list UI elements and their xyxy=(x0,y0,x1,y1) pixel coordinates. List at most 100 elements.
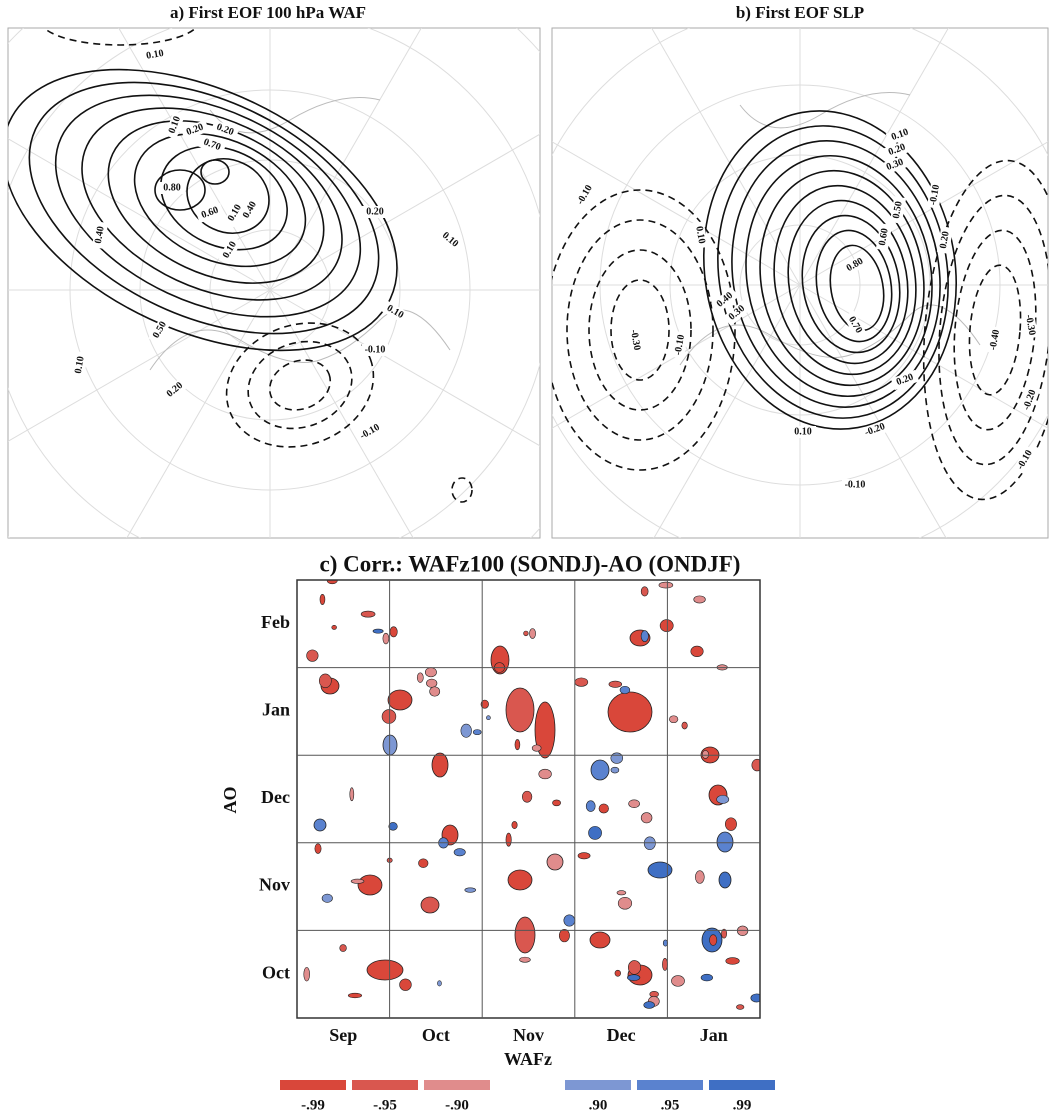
contour-label-bg xyxy=(936,226,954,254)
contour-line xyxy=(8,68,398,352)
contour-label-bg xyxy=(840,253,870,277)
legend-label: -.90 xyxy=(445,1097,469,1113)
meridian xyxy=(126,289,271,538)
x-axis-label: WAFz xyxy=(504,1049,552,1069)
correlation-blob xyxy=(426,678,438,688)
correlation-blob xyxy=(381,709,397,724)
contour-label: 0.10 xyxy=(693,225,707,244)
correlation-blob xyxy=(511,821,518,829)
contour-line xyxy=(773,184,917,376)
correlation-blob xyxy=(429,686,441,697)
x-tick-label: Oct xyxy=(422,1025,450,1045)
y-tick-label: Dec xyxy=(261,787,290,807)
correlation-blob xyxy=(662,957,668,971)
contour-label-bg xyxy=(926,181,944,209)
contour-line xyxy=(107,120,325,284)
contour-label: 0.10 xyxy=(73,355,87,374)
contour-line xyxy=(759,169,925,387)
correlation-blob xyxy=(514,916,536,954)
correlation-blob xyxy=(321,893,333,903)
correlation-blob xyxy=(552,799,561,807)
contour-line xyxy=(610,279,670,381)
contour-line xyxy=(200,159,230,185)
contour-line xyxy=(745,154,933,398)
meridian xyxy=(269,133,540,291)
correlation-blob xyxy=(709,934,718,946)
correlation-blob xyxy=(590,759,610,781)
correlation-blob xyxy=(643,1001,655,1009)
legend-swatch xyxy=(424,1080,490,1090)
correlation-blob xyxy=(614,969,621,977)
correlation-blob xyxy=(701,750,709,759)
contour-line xyxy=(703,110,957,430)
contour-label-bg xyxy=(671,331,689,359)
contour-line xyxy=(160,145,288,251)
correlation-blob xyxy=(640,586,649,597)
correlation-blob xyxy=(588,826,602,840)
correlation-blob xyxy=(647,861,673,879)
legend-swatch xyxy=(352,1080,418,1090)
correlation-blob xyxy=(640,812,653,824)
blobs xyxy=(303,580,760,1010)
correlation-blob xyxy=(507,869,533,891)
contour-label-bg xyxy=(210,119,240,141)
correlation-blob xyxy=(736,1004,745,1010)
panel-title: c) Corr.: WAFz100 (SONDJ)-AO (ONDJF) xyxy=(320,551,741,576)
correlation-blob xyxy=(721,928,727,939)
y-axis-label: AO xyxy=(220,787,240,814)
correlation-blob xyxy=(514,739,521,751)
contour-label-bg xyxy=(362,206,388,218)
contour-line xyxy=(154,169,206,211)
correlation-blob xyxy=(306,649,319,662)
contour-label-bg xyxy=(875,223,893,251)
contour-label-bg xyxy=(711,287,739,313)
correlation-blob xyxy=(607,691,653,733)
contour-label-bg xyxy=(986,326,1004,354)
contour-label-bg xyxy=(195,202,225,224)
meridian xyxy=(552,284,801,429)
correlation-blob xyxy=(531,744,542,752)
x-tick-label: Dec xyxy=(607,1025,636,1045)
correlation-blob xyxy=(538,768,552,780)
contour-label-bg xyxy=(860,419,890,441)
y-tick-label: Feb xyxy=(261,612,290,632)
correlation-blob xyxy=(716,794,730,804)
correlation-blob xyxy=(725,957,740,965)
meridian xyxy=(8,138,271,291)
correlation-blob xyxy=(577,852,591,860)
correlation-blob xyxy=(418,858,429,868)
correlation-blob xyxy=(437,980,442,987)
contour-line xyxy=(451,477,473,503)
contour-line xyxy=(815,229,893,343)
correlation-blob xyxy=(318,673,332,688)
legend-label: -.95 xyxy=(373,1097,397,1113)
correlation-blob xyxy=(431,752,449,778)
correlation-blob xyxy=(558,929,570,943)
contour-line xyxy=(225,322,375,448)
contour-label-bg xyxy=(161,377,189,403)
correlation-blob xyxy=(546,853,564,871)
correlation-blob xyxy=(598,803,609,814)
coastline xyxy=(679,92,981,366)
correlation-blob xyxy=(366,959,404,981)
correlation-blob xyxy=(627,974,641,981)
contour-label-bg xyxy=(197,134,227,156)
legend-label: .90 xyxy=(589,1097,608,1113)
contour-line xyxy=(588,249,692,411)
contour-label-bg xyxy=(380,300,410,324)
correlation-blob xyxy=(464,887,477,893)
map xyxy=(8,28,540,538)
correlation-blob xyxy=(313,818,327,832)
correlation-blob xyxy=(519,956,531,963)
correlation-blob xyxy=(695,870,705,884)
contour-line xyxy=(43,28,197,46)
correlation-blob xyxy=(399,978,412,991)
correlation-blob xyxy=(387,689,413,711)
contour-line xyxy=(922,159,1048,501)
contour-label-bg xyxy=(180,119,210,141)
meridian xyxy=(8,289,271,442)
contour-line xyxy=(28,81,380,335)
correlation-blob xyxy=(628,799,640,808)
contour-label-bg xyxy=(436,227,464,253)
